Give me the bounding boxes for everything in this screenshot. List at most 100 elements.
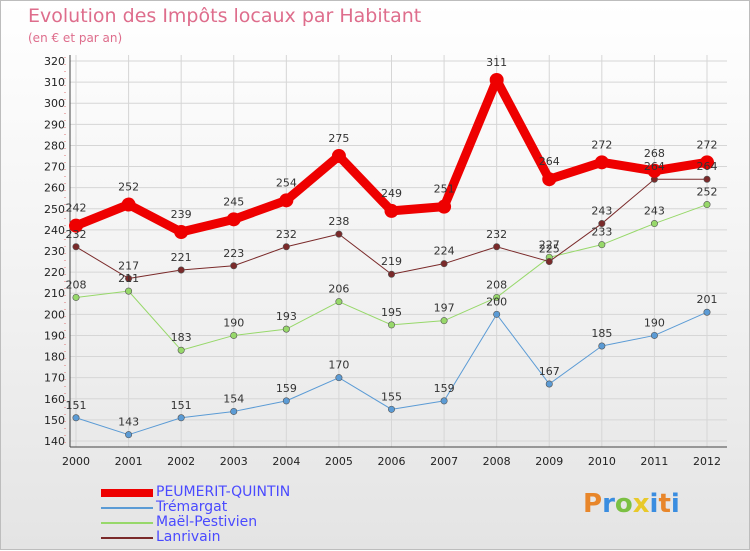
data-point (177, 266, 185, 274)
y-tick-label: 310 (44, 76, 65, 89)
data-label: 155 (381, 390, 402, 403)
data-point (594, 155, 609, 170)
series-group (69, 73, 714, 439)
chart-subtitle: (en € et par an) (28, 31, 123, 45)
legend-swatch (101, 522, 153, 524)
data-label: 243 (644, 205, 665, 218)
grid-lines (70, 55, 727, 447)
data-label: 239 (171, 208, 192, 221)
data-label: 249 (381, 187, 402, 200)
y-tick-label: 250 (44, 203, 65, 216)
y-tick-label: 280 (44, 139, 65, 152)
data-label: 232 (486, 228, 507, 241)
data-point (493, 293, 501, 301)
data-point (598, 220, 606, 228)
x-tick-label: 2002 (167, 455, 195, 468)
logo-letter: o (614, 489, 633, 519)
x-tick-label: 2011 (640, 455, 668, 468)
data-point (282, 397, 290, 405)
data-label: 183 (171, 331, 192, 344)
data-point (125, 274, 133, 282)
data-point (542, 172, 557, 187)
x-tick-label: 2007 (430, 455, 458, 468)
data-label: 232 (276, 228, 297, 241)
data-point (493, 310, 501, 318)
data-label: 200 (486, 295, 507, 308)
data-point (177, 414, 185, 422)
data-label: 159 (276, 382, 297, 395)
y-tick-label: 260 (44, 182, 65, 195)
data-point (598, 342, 606, 350)
data-point (177, 346, 185, 354)
data-label: 272 (697, 138, 718, 151)
data-point (703, 175, 711, 183)
data-point (387, 405, 395, 413)
data-point (703, 201, 711, 209)
y-tick-label: 220 (44, 266, 65, 279)
data-label: 311 (486, 56, 507, 69)
y-tick-label: 240 (44, 224, 65, 237)
data-label: 170 (328, 359, 349, 372)
data-label: 219 (381, 255, 402, 268)
data-point (387, 270, 395, 278)
y-tick-label: 210 (44, 287, 65, 300)
data-label: 227 (539, 238, 560, 251)
data-point (72, 414, 80, 422)
data-label: 251 (434, 183, 455, 196)
y-tick-label: 200 (44, 308, 65, 321)
data-label: 208 (66, 278, 87, 291)
data-point (230, 331, 238, 339)
x-tick-label: 2003 (220, 455, 248, 468)
data-label: 272 (591, 138, 612, 151)
logo-letter: i (649, 489, 659, 519)
logo-letter: x (632, 489, 650, 519)
x-tick-label: 2008 (483, 455, 511, 468)
legend-label: PEUMERIT-QUINTIN (156, 484, 291, 500)
x-tick-label: 2012 (693, 455, 721, 468)
data-label: 190 (644, 316, 665, 329)
y-tick-label: 150 (44, 414, 65, 427)
y-tick-label: 140 (44, 435, 65, 448)
data-point (335, 374, 343, 382)
data-label: 238 (328, 215, 349, 228)
data-point (545, 380, 553, 388)
y-tick-label: 270 (44, 161, 65, 174)
data-label: 217 (118, 259, 139, 272)
legend-swatch (101, 489, 153, 497)
data-point (125, 287, 133, 295)
data-point (331, 149, 346, 163)
y-tick-label: 320 (44, 55, 65, 68)
data-point (650, 220, 658, 228)
data-point (384, 203, 399, 218)
x-tick-labels: 2000 2001 2002 2003 2004 2005 2006 2007 2008 2009… (62, 455, 721, 468)
x-tick-label: 2000 (62, 455, 90, 468)
logo-letter: t (658, 489, 671, 519)
data-label: 143 (118, 416, 139, 429)
axes (64, 55, 727, 448)
legend-swatch (101, 537, 153, 539)
data-label: 197 (434, 302, 455, 315)
data-label: 151 (66, 399, 87, 412)
data-point (282, 325, 290, 333)
x-tick-label: 2006 (378, 455, 406, 468)
data-label: 193 (276, 310, 297, 323)
data-point (226, 212, 241, 227)
x-tick-label: 2010 (588, 455, 616, 468)
data-label: 268 (644, 147, 665, 160)
y-tick-label: 190 (44, 329, 65, 342)
y-tick-labels: 140 150 160 170 180 190 200 210 220 230 240 250 260 2… (44, 55, 65, 448)
data-label: 190 (223, 316, 244, 329)
logo-letter: P (583, 489, 603, 519)
data-point (230, 262, 238, 270)
data-label: 275 (328, 132, 349, 145)
data-point (387, 321, 395, 329)
data-label: 185 (591, 327, 612, 340)
y-tick-label: 290 (44, 118, 65, 131)
legend-label: Maël-Pestivien (156, 514, 258, 530)
data-point (703, 308, 711, 316)
data-point (440, 260, 448, 268)
data-point (700, 155, 714, 170)
data-point (598, 241, 606, 249)
